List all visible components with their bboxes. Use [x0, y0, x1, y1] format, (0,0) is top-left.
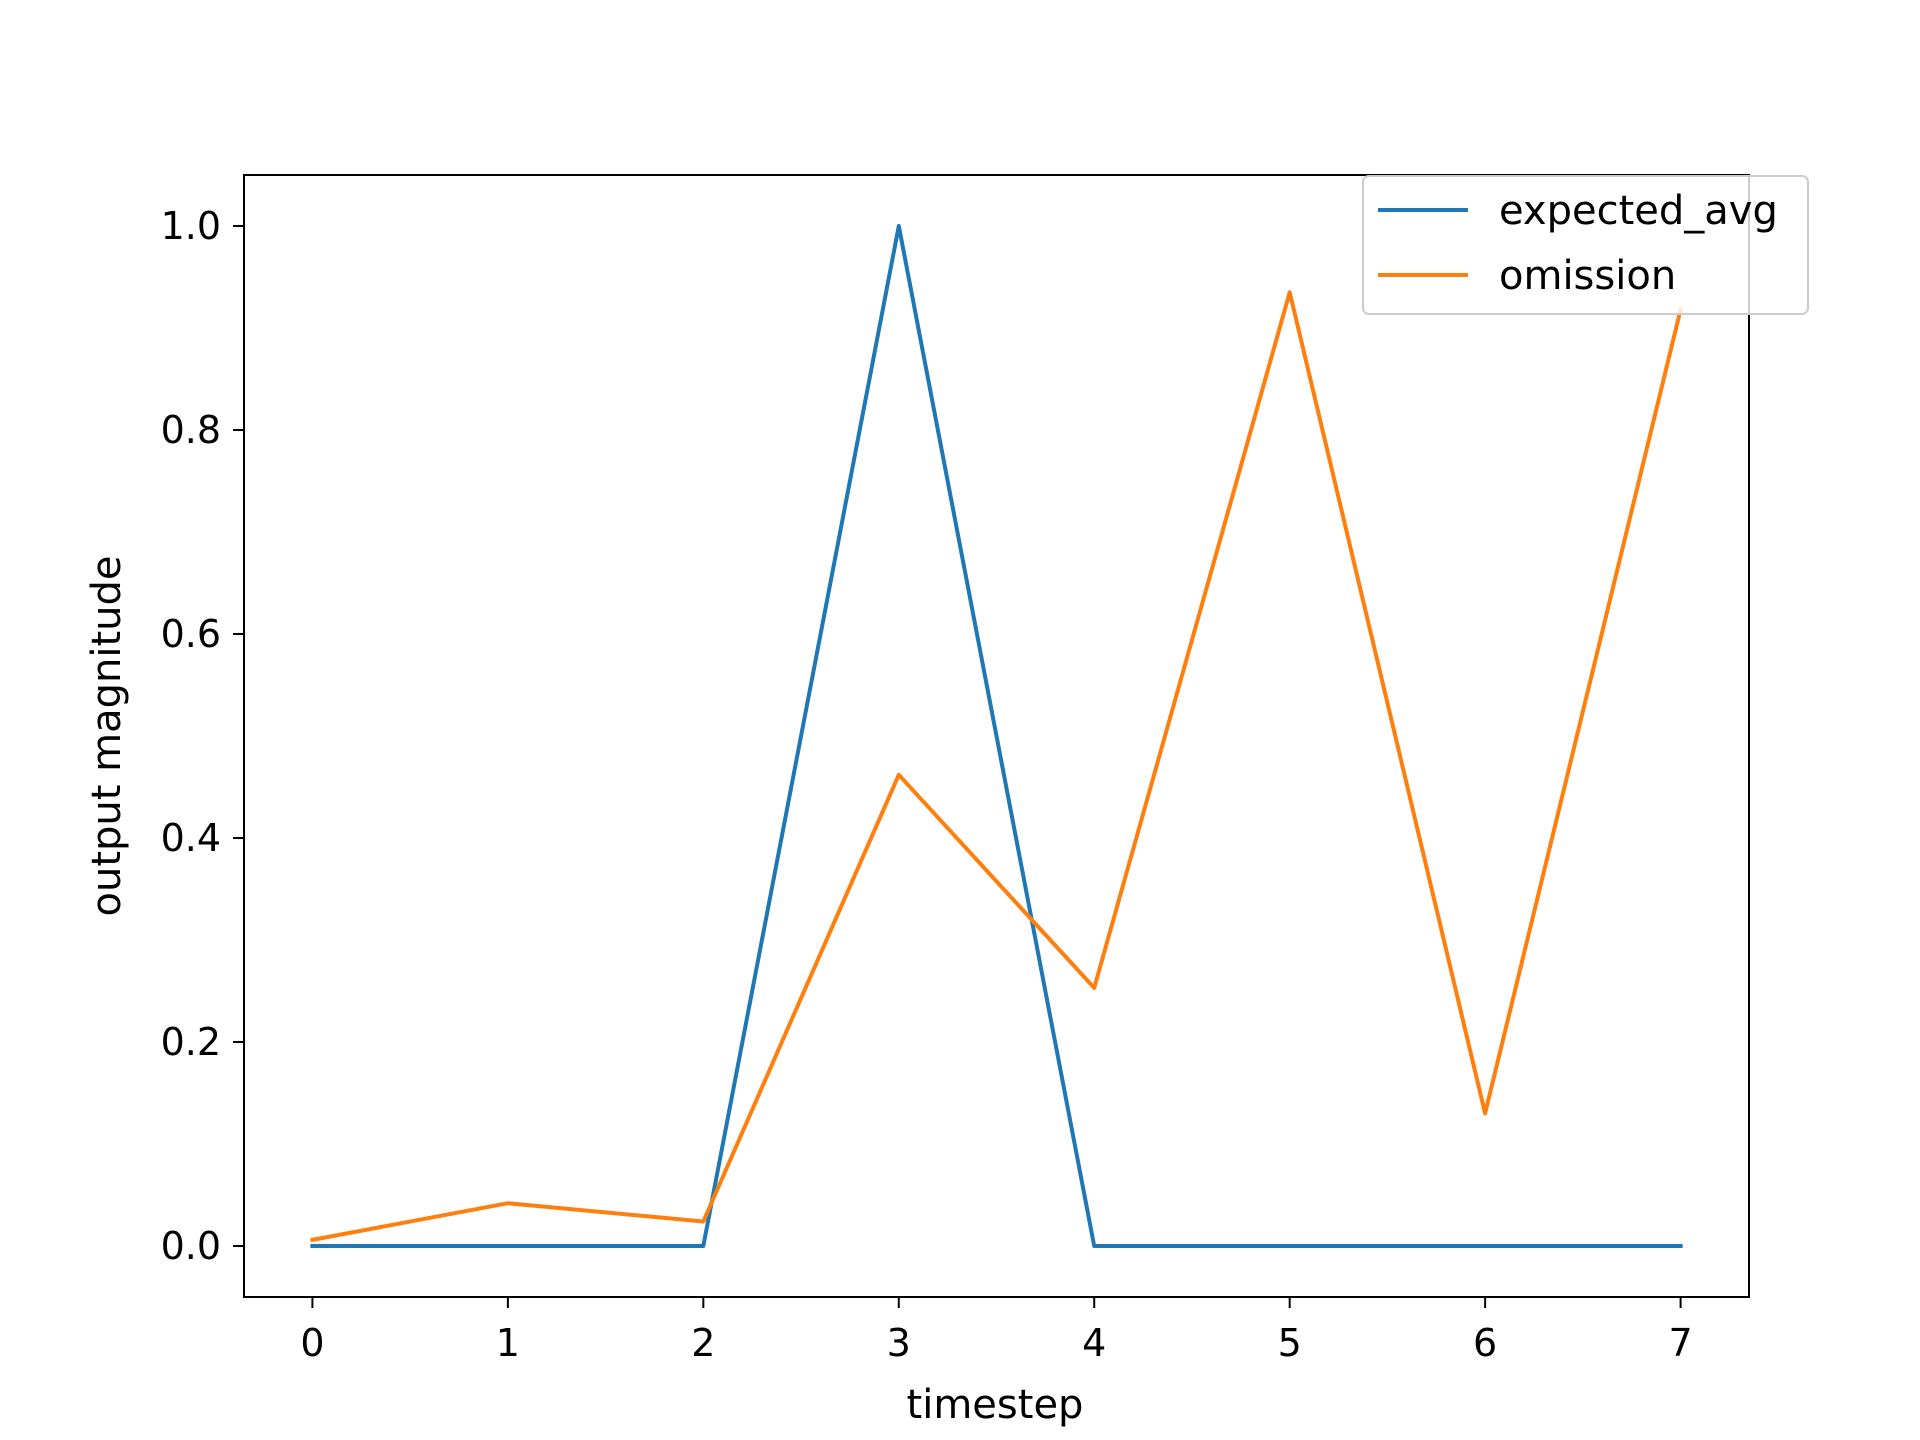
series-line-expected-avg: [310, 224, 1683, 1248]
x-tick-label: 1: [496, 1321, 520, 1365]
y-axis-ticks: 0.0 0.2 0.4 0.6 0.8 1.0: [161, 204, 244, 1268]
x-tick-label: 7: [1668, 1321, 1692, 1365]
x-axis-label: timestep: [907, 1382, 1084, 1428]
legend-label-expected-avg: expected_avg: [1499, 188, 1778, 234]
series-layer: [310, 224, 1684, 1248]
y-tick-label: 0.4: [161, 816, 221, 860]
legend-label-omission: omission: [1499, 253, 1676, 299]
x-tick-label: 3: [887, 1321, 911, 1365]
x-tick-label: 2: [691, 1321, 715, 1365]
legend-box: [1362, 175, 1809, 315]
y-tick-label: 1.0: [161, 204, 221, 248]
x-tick-label: 6: [1473, 1321, 1497, 1365]
y-tick-label: 0.8: [161, 408, 221, 452]
y-tick-label: 0.0: [161, 1224, 221, 1268]
x-tick-label: 4: [1082, 1321, 1106, 1365]
y-tick-label: 0.6: [161, 612, 221, 656]
x-axis-ticks: 0 1 2 3 4 5 6 7: [300, 1297, 1693, 1365]
y-tick-label: 0.2: [161, 1020, 221, 1064]
y-axis-label: output magnitude: [84, 555, 130, 916]
legend: expected_avg omission: [1362, 175, 1809, 315]
x-tick-label: 5: [1278, 1321, 1302, 1365]
plot-frame: [243, 174, 1750, 1298]
x-tick-label: 0: [300, 1321, 324, 1365]
series-line-omission: [310, 290, 1684, 1243]
